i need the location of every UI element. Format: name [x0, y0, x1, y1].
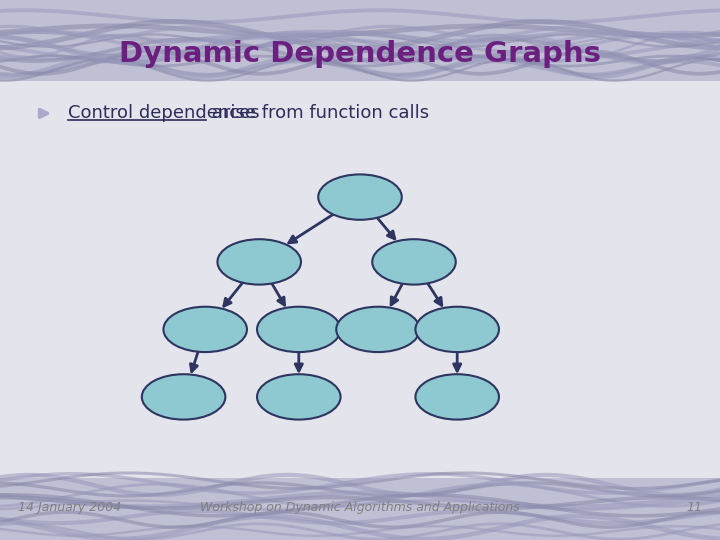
Text: arise from function calls: arise from function calls [206, 104, 429, 123]
Text: Control dependences: Control dependences [68, 104, 260, 123]
Ellipse shape [318, 174, 402, 220]
Ellipse shape [415, 374, 499, 420]
Text: 14 January 2004: 14 January 2004 [18, 501, 121, 514]
Text: Dynamic Dependence Graphs: Dynamic Dependence Graphs [119, 40, 601, 68]
Text: Workshop on Dynamic Algorithms and Applications: Workshop on Dynamic Algorithms and Appli… [200, 501, 520, 514]
Ellipse shape [163, 307, 247, 352]
Ellipse shape [372, 239, 456, 285]
Ellipse shape [257, 374, 341, 420]
FancyBboxPatch shape [0, 0, 720, 81]
Ellipse shape [217, 239, 301, 285]
FancyBboxPatch shape [0, 478, 720, 540]
Ellipse shape [336, 307, 420, 352]
Text: 11: 11 [686, 501, 702, 514]
Ellipse shape [415, 307, 499, 352]
Ellipse shape [142, 374, 225, 420]
Ellipse shape [257, 307, 341, 352]
